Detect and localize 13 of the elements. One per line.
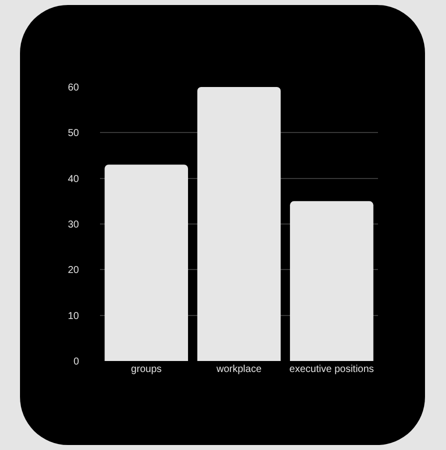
bar bbox=[290, 201, 374, 361]
y-tick-label: 0 bbox=[73, 356, 80, 368]
x-tick-label: workplace bbox=[215, 364, 262, 375]
y-tick-label: 60 bbox=[68, 82, 80, 94]
y-tick-label: 10 bbox=[68, 310, 80, 322]
y-tick-label: 40 bbox=[68, 174, 80, 185]
y-tick-label: 50 bbox=[68, 128, 80, 140]
y-tick-label: 30 bbox=[68, 220, 80, 230]
x-tick-label: executive positions bbox=[289, 364, 374, 375]
bar bbox=[197, 87, 281, 361]
x-tick-label: groups bbox=[131, 364, 162, 375]
y-tick-label: 20 bbox=[68, 265, 80, 276]
bar bbox=[104, 164, 188, 361]
